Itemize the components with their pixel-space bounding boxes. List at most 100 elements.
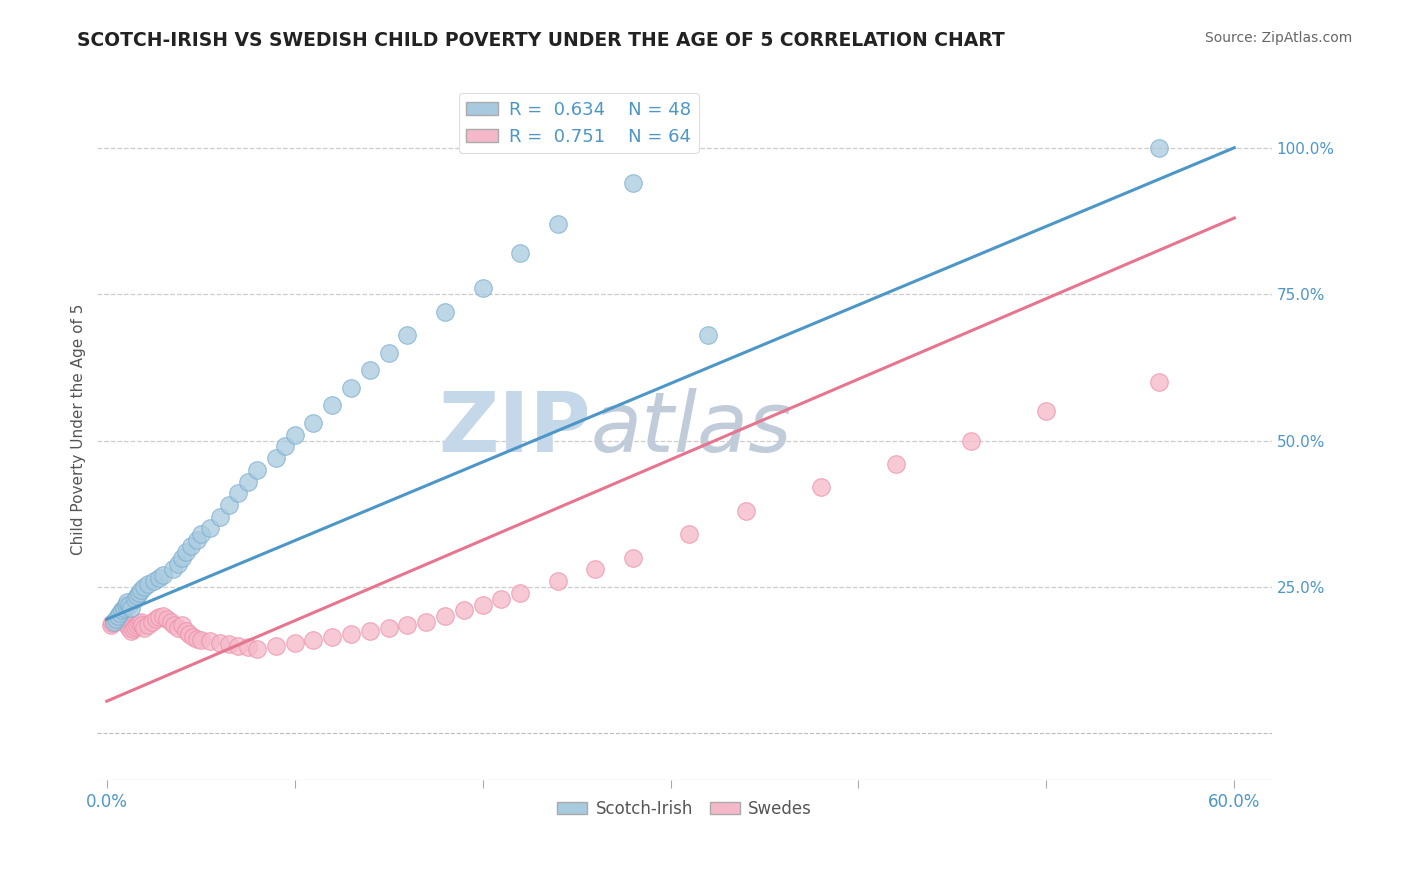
Point	[136, 618, 159, 632]
Point	[134, 580, 156, 594]
Point	[105, 614, 128, 628]
Point	[107, 609, 129, 624]
Point	[190, 632, 212, 647]
Point	[434, 304, 457, 318]
Text: Source: ZipAtlas.com: Source: ZipAtlas.com	[1205, 31, 1353, 45]
Point	[101, 616, 124, 631]
Point	[152, 609, 174, 624]
Point	[163, 618, 186, 632]
Point	[180, 539, 202, 553]
Point	[284, 427, 307, 442]
Point	[156, 612, 179, 626]
Point	[246, 641, 269, 656]
Point	[103, 615, 125, 629]
Point	[167, 557, 190, 571]
Point	[107, 612, 129, 626]
Point	[114, 598, 136, 612]
Point	[103, 615, 125, 629]
Point	[471, 281, 494, 295]
Point	[120, 600, 142, 615]
Point	[108, 607, 131, 621]
Point	[145, 612, 167, 626]
Point	[186, 533, 208, 548]
Point	[340, 627, 363, 641]
Point	[1035, 404, 1057, 418]
Point	[264, 639, 287, 653]
Point	[124, 591, 146, 606]
Point	[198, 633, 221, 648]
Point	[134, 621, 156, 635]
Point	[125, 589, 148, 603]
Point	[274, 439, 297, 453]
Text: atlas: atlas	[591, 388, 793, 469]
Point	[208, 509, 231, 524]
Point	[122, 622, 145, 636]
Point	[884, 457, 907, 471]
Point	[621, 176, 644, 190]
Point	[226, 486, 249, 500]
Point	[415, 615, 437, 629]
Point	[190, 527, 212, 541]
Point	[960, 434, 983, 448]
Point	[264, 451, 287, 466]
Point	[396, 618, 419, 632]
Point	[208, 635, 231, 649]
Point	[174, 545, 197, 559]
Point	[453, 603, 475, 617]
Point	[111, 603, 134, 617]
Point	[509, 246, 531, 260]
Point	[117, 595, 139, 609]
Point	[547, 574, 569, 589]
Point	[118, 621, 141, 635]
Point	[136, 577, 159, 591]
Point	[141, 615, 163, 629]
Point	[128, 586, 150, 600]
Point	[284, 635, 307, 649]
Point	[226, 639, 249, 653]
Legend: Scotch-Irish, Swedes: Scotch-Irish, Swedes	[551, 793, 818, 825]
Point	[170, 618, 193, 632]
Point	[302, 416, 325, 430]
Point	[471, 598, 494, 612]
Point	[114, 615, 136, 629]
Point	[117, 618, 139, 632]
Point	[148, 610, 170, 624]
Point	[148, 571, 170, 585]
Point	[167, 621, 190, 635]
Point	[218, 637, 240, 651]
Point	[170, 550, 193, 565]
Point	[179, 627, 201, 641]
Point	[377, 621, 399, 635]
Point	[120, 624, 142, 638]
Point	[1147, 141, 1170, 155]
Point	[491, 591, 513, 606]
Point	[129, 582, 152, 597]
Text: ZIP: ZIP	[439, 388, 591, 469]
Point	[118, 598, 141, 612]
Point	[509, 586, 531, 600]
Point	[100, 618, 122, 632]
Point	[108, 610, 131, 624]
Point	[218, 498, 240, 512]
Point	[198, 521, 221, 535]
Point	[1147, 375, 1170, 389]
Point	[236, 640, 259, 654]
Point	[152, 568, 174, 582]
Point	[359, 363, 381, 377]
Point	[105, 612, 128, 626]
Point	[111, 609, 134, 624]
Point	[810, 480, 832, 494]
Point	[246, 463, 269, 477]
Point	[321, 630, 343, 644]
Point	[697, 328, 720, 343]
Point	[678, 527, 700, 541]
Point	[396, 328, 419, 343]
Point	[129, 615, 152, 629]
Point	[159, 615, 181, 629]
Point	[434, 609, 457, 624]
Point	[734, 504, 756, 518]
Point	[583, 562, 606, 576]
Point	[162, 562, 184, 576]
Point	[181, 630, 204, 644]
Point	[340, 381, 363, 395]
